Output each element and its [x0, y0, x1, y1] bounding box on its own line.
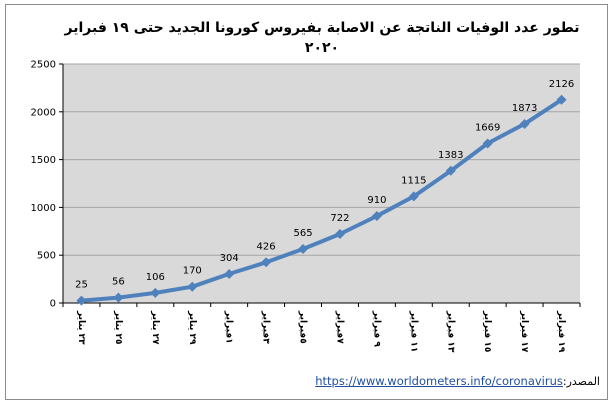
series-line [81, 98, 563, 303]
x-tick-label: ٢٧ يناير [150, 310, 160, 345]
data-labels: 25 56 106 170 304 426 565 722 910 1115 1383 1669 187… [75, 79, 574, 291]
data-label: 722 [330, 213, 349, 224]
gridlines [63, 63, 580, 256]
data-point [334, 228, 345, 239]
x-tick-label: ١٩ فبراير [556, 310, 566, 353]
data-label: 2126 [549, 79, 574, 90]
y-tick-label: 1000 [31, 203, 56, 214]
x-tick-label: ٢٣ يناير [76, 310, 86, 345]
data-label: 106 [146, 272, 165, 283]
data-point [482, 138, 493, 149]
data-point [261, 257, 272, 268]
x-tick-label: ١١ فبراير [408, 310, 418, 352]
x-tick-label: ١٥ فبراير [482, 310, 492, 352]
x-axis-ticks: ٢٣ يناير ٢٥ يناير ٢٧ يناير ٢٩ يناير ١فبراير ٣… [62, 303, 581, 353]
data-label: 426 [257, 241, 276, 252]
plot-area [63, 64, 580, 303]
x-tick-label: ١فبراير [224, 310, 234, 344]
data-point [519, 118, 530, 129]
y-tick-label: 0 [50, 299, 56, 310]
data-point [224, 268, 235, 279]
data-label: 56 [112, 277, 125, 288]
x-tick-label: ٢٩ يناير [187, 310, 197, 345]
data-label: 1383 [438, 150, 463, 161]
data-point [298, 243, 309, 254]
data-label: 1873 [512, 103, 537, 114]
x-tick-label: ١٣ فبراير [445, 310, 455, 353]
source-link[interactable]: https://www.worldometers.info/coronaviru… [315, 374, 563, 388]
data-point [556, 94, 567, 105]
data-label: 1669 [475, 122, 500, 133]
series-deaths [76, 94, 567, 306]
source-label: المصدر: [562, 375, 600, 388]
chart-title-line-2: ٢٠٢٠ [305, 40, 339, 56]
x-tick-label: ١٧ فبراير [519, 310, 529, 353]
chart-title-line-1: تطور عدد الوفيات الناتجة عن الاصابة بفير… [64, 20, 580, 36]
data-point [113, 292, 124, 303]
data-point [371, 211, 382, 222]
data-point [445, 165, 456, 176]
source-line: المصدر:https://www.worldometers.info/cor… [300, 374, 600, 392]
x-tick-label: ٩ فبراير [371, 310, 381, 347]
data-point [76, 295, 87, 306]
data-label: 25 [75, 280, 88, 291]
y-tick-label: 500 [37, 251, 56, 262]
data-label: 1115 [401, 175, 426, 186]
data-label: 910 [367, 195, 386, 206]
y-axis-ticks: 0 500 1000 1500 2000 2500 [31, 60, 63, 310]
y-tick-label: 1500 [31, 155, 56, 166]
data-point [187, 281, 198, 292]
y-tick-label: 2000 [31, 107, 56, 118]
x-tick-label: ٥فبراير [298, 310, 308, 344]
data-label: 304 [220, 253, 239, 264]
data-label: 565 [293, 228, 312, 239]
data-point [150, 287, 161, 298]
data-point [408, 191, 419, 202]
x-tick-label: ٧فبراير [334, 310, 344, 344]
y-tick-label: 2500 [31, 60, 56, 71]
data-label: 170 [183, 266, 202, 277]
x-tick-label: ٢٥ يناير [113, 310, 123, 345]
x-tick-label: ٣فبراير [261, 310, 271, 344]
